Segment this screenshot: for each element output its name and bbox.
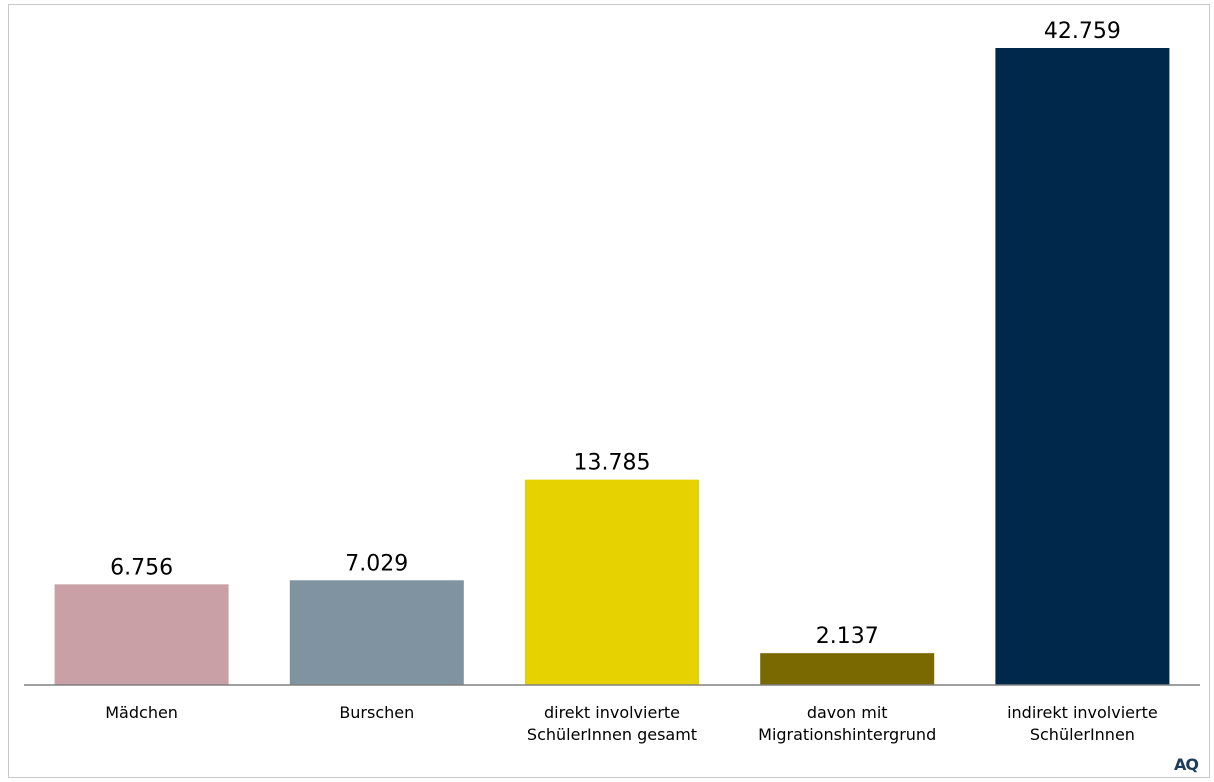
value-label-3: 13.785 bbox=[574, 451, 651, 476]
category-label-2: Burschen bbox=[339, 703, 414, 722]
category-label-1: Mädchen bbox=[105, 703, 178, 722]
bar-5 bbox=[995, 48, 1170, 685]
category-label-4: davon mit Migrationshintergrund bbox=[758, 703, 936, 744]
aq-logo: AQ bbox=[1174, 755, 1199, 774]
value-label-4: 2.137 bbox=[816, 624, 879, 649]
bar-2 bbox=[289, 580, 464, 685]
category-label-5: indirekt involvierte SchülerInnen bbox=[1007, 703, 1158, 744]
value-labels-group: 6.756 7.029 13.785 2.137 42.759 bbox=[110, 19, 1121, 649]
value-label-5: 42.759 bbox=[1044, 19, 1121, 44]
value-label-2: 7.029 bbox=[345, 551, 408, 576]
value-label-1: 6.756 bbox=[110, 555, 173, 580]
bar-4 bbox=[760, 653, 935, 685]
bars-group bbox=[54, 48, 1170, 685]
bar-1 bbox=[54, 584, 229, 685]
category-label-3: direkt involvierte SchülerInnen gesamt bbox=[527, 703, 697, 744]
chart-frame bbox=[8, 4, 1210, 778]
bar-3 bbox=[525, 479, 699, 685]
category-labels-group: Mädchen Burschen direkt involvierte Schüler… bbox=[105, 703, 1157, 744]
